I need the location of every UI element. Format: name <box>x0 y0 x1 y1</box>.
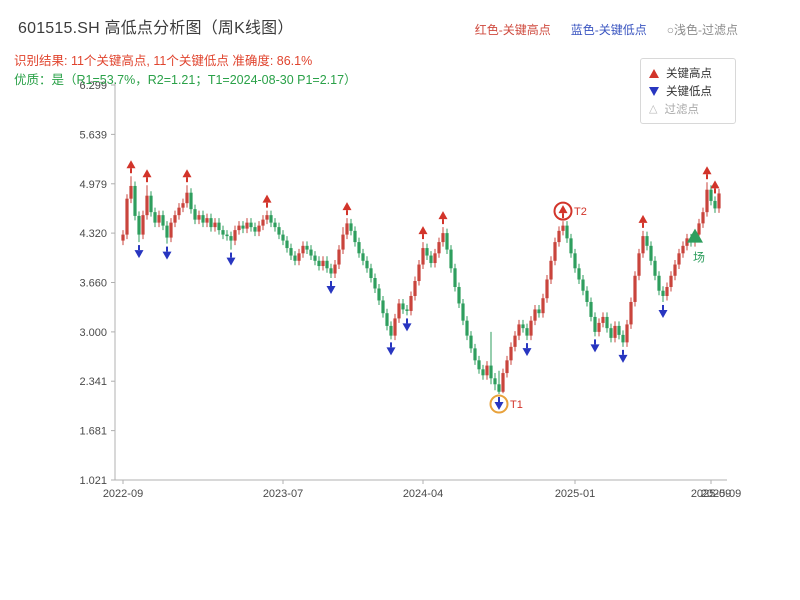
svg-text:2.341: 2.341 <box>79 376 107 388</box>
svg-text:5.639: 5.639 <box>79 129 107 141</box>
header-legend-key-high: 红色-关键高点 <box>474 23 551 37</box>
key-high-triangle-icon <box>649 68 659 78</box>
legend-item-key-low: 关键低点 <box>649 82 727 100</box>
svg-text:2025-01: 2025-01 <box>555 488 595 500</box>
filtered-triangle-icon: △ <box>649 102 658 115</box>
legend-item-label: 过滤点 <box>664 104 699 116</box>
header-legend-key-low: 蓝色-关键低点 <box>570 23 647 37</box>
svg-text:1.021: 1.021 <box>79 475 107 487</box>
svg-text:场: 场 <box>693 251 705 265</box>
svg-text:2022-09: 2022-09 <box>103 488 143 500</box>
svg-text:1.681: 1.681 <box>79 426 107 438</box>
header-legend: 红色-关键高点 蓝色-关键低点 ○浅色-过滤点 <box>475 21 738 38</box>
svg-text:6.299: 6.299 <box>79 80 107 92</box>
svg-text:3.660: 3.660 <box>79 278 107 290</box>
legend-item-label: 关键低点 <box>666 86 712 98</box>
key-low-triangle-icon <box>649 86 659 96</box>
svg-text:4.320: 4.320 <box>79 228 107 240</box>
legend-item-filtered: △ 过滤点 <box>649 100 727 118</box>
svg-text:2025-09: 2025-09 <box>701 488 741 500</box>
plot-legend: 关键高点 关键低点 △ 过滤点 <box>640 58 736 124</box>
recognition-result-text: 识别结果: 11个关键高点, 11个关键低点 准确度: 86.1% <box>14 54 313 68</box>
legend-item-label: 关键高点 <box>666 68 712 80</box>
quality-text: 优质：是（R1=53.7%，R2=1.21；T1=2024-08-30 P1=2… <box>14 73 357 87</box>
svg-text:3.000: 3.000 <box>79 327 107 339</box>
svg-text:2023-07: 2023-07 <box>263 488 303 500</box>
page-title: 601515.SH 高低点分析图（周K线图） <box>18 20 294 37</box>
svg-text:T1: T1 <box>510 399 523 411</box>
svg-text:4.979: 4.979 <box>79 179 107 191</box>
svg-text:2025-09: 2025-09 <box>691 488 731 500</box>
header-legend-filtered: ○浅色-过滤点 <box>666 23 738 37</box>
svg-text:T2: T2 <box>574 206 587 218</box>
legend-item-key-high: 关键高点 <box>649 64 727 82</box>
svg-text:2024-04: 2024-04 <box>403 488 443 500</box>
